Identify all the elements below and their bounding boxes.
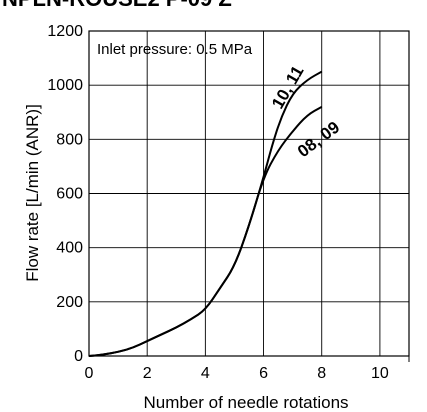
x-tick-label: 6: [259, 365, 268, 382]
y-tick-label: 0: [74, 348, 83, 365]
chart-title: NPLN-ROUSE2 P-09 Z: [2, 0, 232, 11]
x-tick-label: 2: [143, 365, 152, 382]
x-tick-label: 0: [85, 365, 94, 382]
y-tick-label: 1200: [47, 23, 83, 40]
y-axis-label: Flow rate [L/min (ANR)]: [23, 104, 42, 282]
y-tick-labels: 0 200 400 600 800 1000 1200: [47, 23, 83, 365]
series-label-10-11: 10, 11: [268, 62, 308, 112]
y-tick-label: 200: [56, 294, 83, 311]
x-tick-label: 4: [201, 365, 210, 382]
y-tick-label: 1000: [47, 77, 83, 94]
y-tick-label: 400: [56, 240, 83, 257]
x-tick-labels: 0 2 4 6 8 10: [85, 365, 389, 382]
x-axis-label: Number of needle rotations: [143, 393, 348, 412]
y-tick-label: 800: [56, 131, 83, 148]
y-tick-label: 600: [56, 186, 83, 203]
annotation: Inlet pressure: 0.5 MPa: [97, 41, 253, 58]
x-tick-label: 10: [371, 365, 389, 382]
grid-lines: [89, 31, 409, 362]
x-tick-label: 8: [317, 365, 326, 382]
